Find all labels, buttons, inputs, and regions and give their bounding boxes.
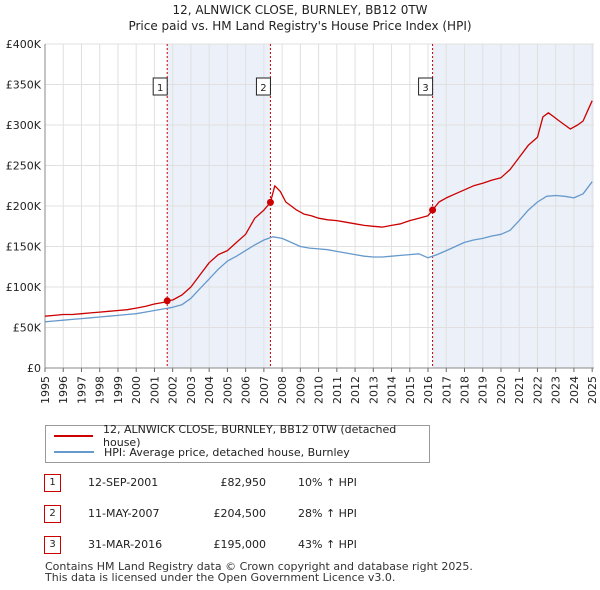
x-tick-label: 1998 [94,376,107,404]
x-tick-label: 2017 [440,376,453,404]
x-tick-label: 2004 [203,376,216,404]
x-tick-label: 2023 [550,376,563,404]
sale-price: £204,500 [213,507,267,520]
sale-hpi-change: 28% ↑ HPI [298,507,357,520]
y-tick-label: £200K [6,200,42,213]
sale-point [429,206,437,214]
footer-copyright: Contains HM Land Registry data © Crown c… [45,560,473,573]
y-tick-label: £300K [6,119,42,132]
property-price-line [44,100,593,317]
footer-license: This data is licensed under the Open Gov… [45,571,396,584]
x-tick-label: 2002 [167,376,180,404]
y-tick-label: £150K [6,241,42,254]
chart-legend: 12, ALNWICK CLOSE, BURNLEY, BB12 0TW (de… [45,423,430,463]
x-tick-label: 2015 [404,376,417,404]
x-tick-label: 2000 [130,376,143,404]
x-tick-label: 2020 [495,376,508,404]
x-tick-label: 2024 [568,376,581,404]
y-tick-label: £100K [6,281,42,294]
y-tick-label: £350K [6,79,42,92]
sale-marker-box [255,77,271,96]
x-tick-label: 2014 [386,376,399,404]
x-tick-label: 1999 [112,376,125,404]
chart-title: 12, ALNWICK CLOSE, BURNLEY, BB12 0TW [172,3,428,17]
price-chart: £0 £50K £100K £150K £200K £250K £300K £350K £400… [6,38,599,404]
x-tick-label: 2010 [313,376,326,404]
legend-hpi-label: HPI: Average price, detached house, Burn… [104,445,350,459]
x-tick-label: 2001 [148,376,161,404]
sale-badge: 1 [44,474,61,492]
x-tick-label: 2022 [531,376,544,404]
sale-marker-label: 1 [157,83,163,94]
x-tick-label: 1996 [57,376,70,404]
x-tick-label: 2003 [185,376,198,404]
legend-hpi-swatch [54,451,94,453]
x-tick-label: 2018 [459,376,472,404]
x-tick-label: 2012 [349,376,362,404]
footer: Contains HM Land Registry data © Crown c… [45,561,473,583]
sale-date: 11-MAY-2007 [88,507,160,520]
hpi-line [44,181,593,323]
legend-property-label: 12, ALNWICK CLOSE, BURNLEY, BB12 0TW (de… [103,423,397,449]
sale-badge: 2 [44,505,61,523]
legend-property-swatch [54,435,94,437]
x-tick-label: 2008 [276,376,289,404]
x-tick-label: 2007 [258,376,271,404]
legend-item-hpi: HPI: Average price, detached house, Burn… [54,445,350,459]
x-tick-label: 2019 [477,376,490,404]
y-tick-label: £250K [6,160,42,173]
y-tick-label: £400K [6,38,42,51]
legend-item-property: 12, ALNWICK CLOSE, BURNLEY, BB12 0TW (de… [54,423,429,449]
sale-point [163,297,171,305]
chart-subtitle: Price paid vs. HM Land Registry's House … [128,19,472,33]
x-tick-label: 2006 [240,376,253,404]
sale-hpi-change: 10% ↑ HPI [298,476,357,489]
x-tick-label: 2013 [367,376,380,404]
x-tick-label: 2016 [422,376,435,404]
sale-marker-box [152,77,168,96]
x-tick-label: 2025 [586,376,599,404]
sale-date: 12-SEP-2001 [88,476,159,489]
sale-price: £82,950 [220,476,267,489]
sale-marker-box [418,77,434,96]
sale-badge: 3 [44,536,61,554]
x-tick-label: 2009 [294,376,307,404]
x-tick-label: 2005 [221,376,234,404]
sale-price: £195,000 [213,538,267,551]
sale-hpi-change: 43% ↑ HPI [298,538,357,551]
y-tick-label: £0 [27,362,41,375]
x-tick-label: 1995 [39,376,52,404]
sale-marker-label: 3 [422,83,428,94]
x-tick-label: 1997 [75,376,88,404]
sale-point [266,198,274,206]
sale-marker-label: 2 [260,83,266,94]
x-tick-label: 2021 [513,376,526,404]
x-tick-label: 2011 [331,376,344,404]
sale-date: 31-MAR-2016 [88,538,163,551]
y-tick-label: £50K [13,322,42,335]
